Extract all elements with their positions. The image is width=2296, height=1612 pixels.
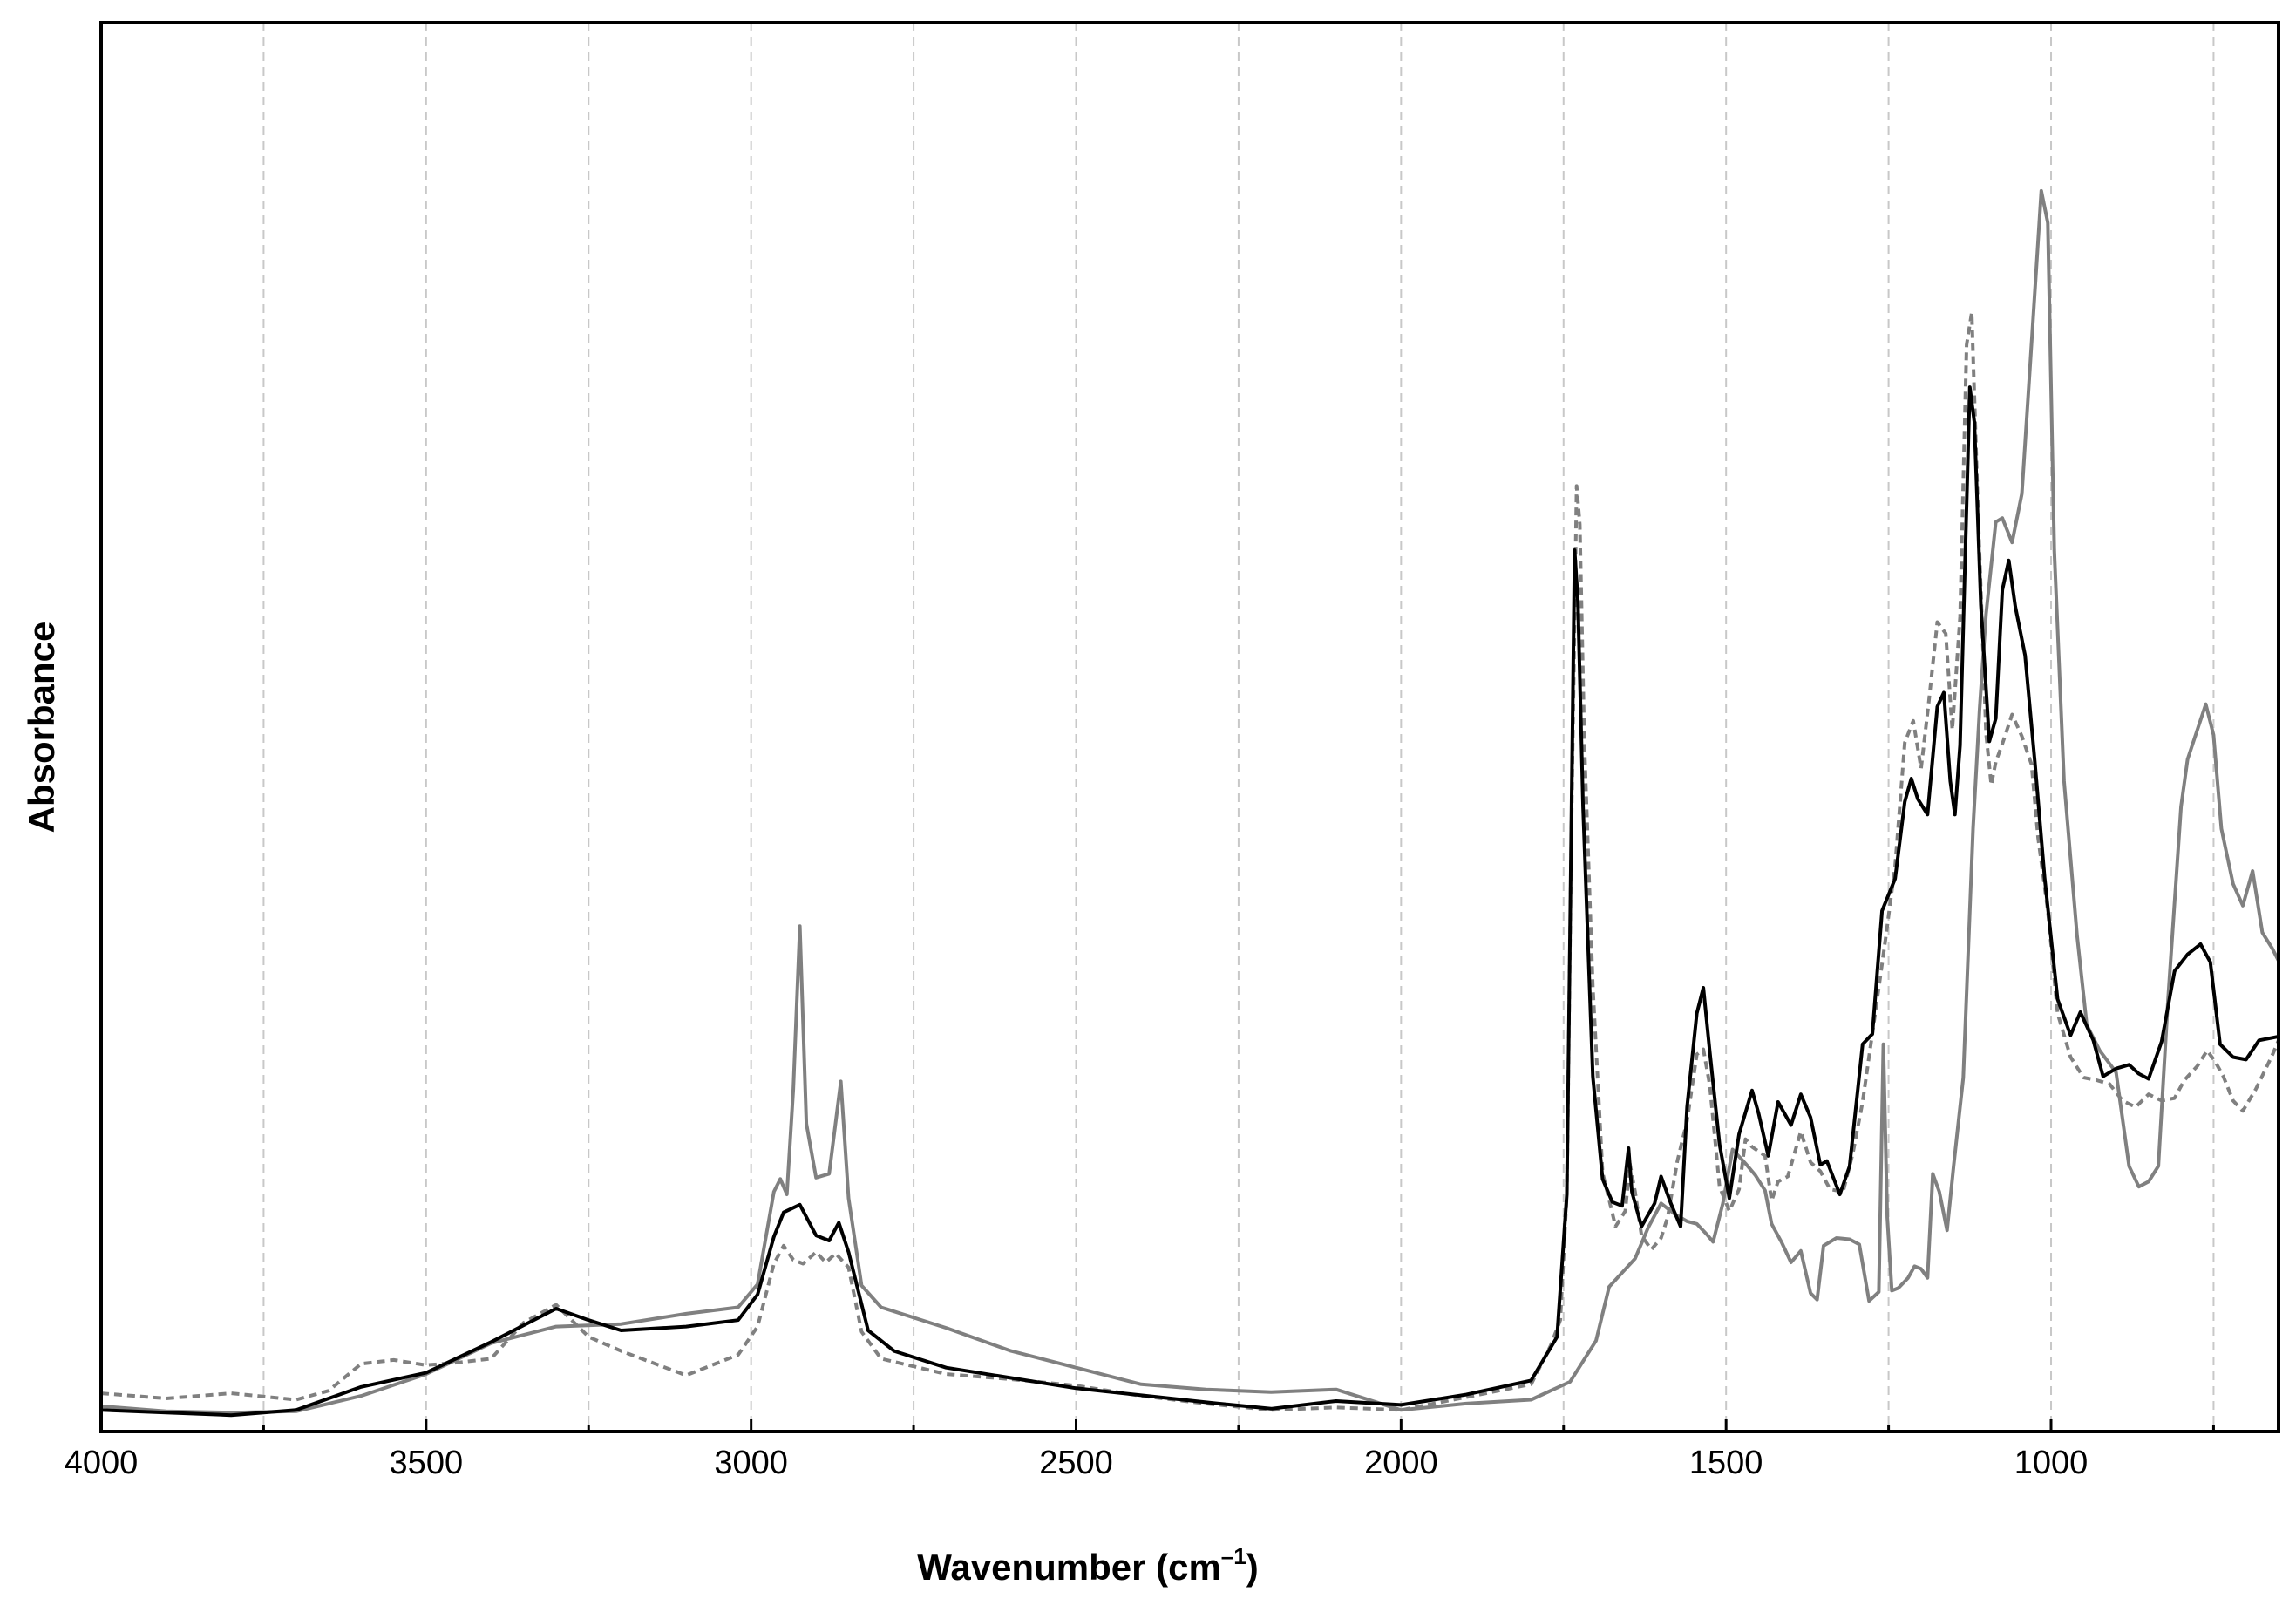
x-axis-ticks: [99, 1419, 2215, 1432]
series-line-gray-solid: [100, 188, 2280, 1415]
spectrum-series: [100, 188, 2280, 1418]
x-tick-label-2500: 2500: [1039, 1445, 1113, 1481]
x-tick-label-3000: 3000: [714, 1445, 788, 1481]
x-tick-label-4000: 4000: [65, 1445, 139, 1481]
series-line-gray-dashed: [100, 310, 2280, 1412]
x-axis-title: Wavenumber (cm–1): [917, 1543, 1258, 1588]
x-tick-label-1000: 1000: [2014, 1445, 2089, 1481]
x-tick-label-3500: 3500: [390, 1445, 464, 1481]
x-axis-tick-labels: 4000 3500 3000 2500 2000 1500 1000: [65, 1445, 2089, 1481]
vertical-gridlines: [262, 23, 2215, 1432]
x-tick-label-1500: 1500: [1689, 1445, 1763, 1481]
plot-area-frame: [99, 21, 2280, 1433]
x-tick-label-2000: 2000: [1364, 1445, 1438, 1481]
y-axis-title: Absorbance: [21, 622, 62, 833]
series-line-black-solid: [100, 385, 2279, 1418]
